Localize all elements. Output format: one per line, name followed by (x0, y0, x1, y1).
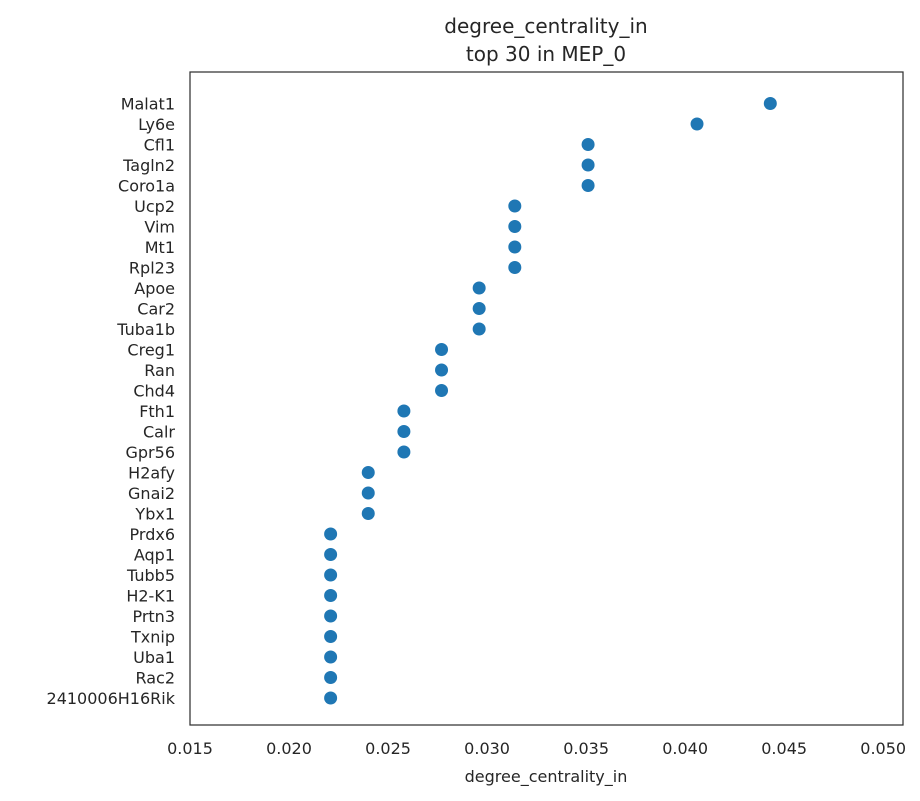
data-point (324, 609, 338, 623)
plot-frame (189, 71, 904, 726)
y-tick-label: Ybx1 (134, 505, 175, 524)
y-tick-label: Uba1 (133, 648, 175, 667)
y-tick-label: Ly6e (138, 115, 175, 134)
y-tick-label: Calr (143, 423, 175, 442)
y-tick-label: Chd4 (133, 382, 175, 401)
data-point (361, 507, 375, 520)
data-point (397, 404, 411, 418)
data-point (472, 281, 486, 295)
data-point (397, 445, 411, 459)
x-tick-label: 0.020 (266, 739, 312, 758)
y-tick-label: H2-K1 (126, 587, 175, 606)
y-tick-label: Fth1 (139, 402, 175, 421)
data-point (324, 527, 338, 541)
y-tick-label: Apoe (134, 279, 175, 298)
y-tick-label: Rpl23 (129, 259, 175, 278)
data-point (763, 97, 777, 110)
y-tick-label: Car2 (137, 300, 175, 319)
data-point (472, 302, 486, 315)
data-point (581, 138, 595, 151)
x-axis-label: degree_centrality_in (465, 767, 628, 787)
chart-title-line1: degree_centrality_in (444, 14, 647, 38)
y-tick-label: Tagln2 (122, 156, 175, 175)
y-tick-label: Ran (144, 361, 175, 380)
data-point (508, 199, 522, 213)
data-point (508, 220, 522, 233)
y-tick-label: Creg1 (127, 341, 175, 360)
data-point (324, 691, 338, 705)
x-tick-label: 0.045 (761, 739, 807, 758)
y-tick-label: Coro1a (118, 177, 175, 196)
data-point (397, 425, 411, 438)
y-tick-label: Rac2 (135, 669, 175, 688)
data-point (581, 158, 595, 172)
data-point (324, 548, 338, 561)
data-point (324, 671, 338, 684)
x-tick-label: 0.050 (860, 739, 906, 758)
y-tick-label: Cfl1 (144, 136, 175, 155)
y-tick-label: H2afy (128, 464, 175, 483)
y-tick-label: Mt1 (145, 238, 175, 257)
x-tick-label: 0.035 (563, 739, 609, 758)
data-point (472, 322, 486, 336)
y-tick-label: Malat1 (121, 95, 175, 114)
y-tick-label: Ucp2 (134, 197, 175, 216)
data-point (435, 343, 449, 356)
data-point (324, 650, 338, 664)
y-tick-label: Gnai2 (128, 484, 175, 503)
x-tick-label: 0.040 (662, 739, 708, 758)
data-point (581, 179, 595, 192)
data-point (508, 240, 522, 254)
y-tick-label: Prtn3 (132, 607, 175, 626)
data-point (508, 261, 522, 274)
x-tick-label: 0.015 (167, 739, 213, 758)
y-tick-label: 2410006H16Rik (47, 689, 176, 708)
y-tick-label: Tubb5 (126, 566, 175, 585)
data-point (324, 568, 338, 582)
y-tick-label: Prdx6 (130, 525, 175, 544)
data-point (690, 117, 704, 131)
data-point (361, 466, 375, 479)
y-tick-label: Vim (144, 218, 175, 237)
data-point (324, 589, 338, 602)
data-points (324, 97, 777, 705)
chart-title-line2: top 30 in MEP_0 (466, 42, 626, 66)
y-tick-label: Txnip (130, 628, 175, 647)
x-tick-label: 0.025 (365, 739, 411, 758)
data-point (361, 486, 375, 500)
y-tick-label: Tuba1b (116, 320, 175, 339)
x-tick-label: 0.030 (464, 739, 510, 758)
data-point (435, 384, 449, 397)
x-tick-labels: 0.015 0.020 0.025 0.030 0.035 0.040 0.045 0.050 (167, 739, 906, 758)
y-tick-label: Aqp1 (134, 546, 175, 565)
data-point (435, 363, 449, 377)
y-tick-label: Gpr56 (126, 443, 176, 462)
data-point (324, 630, 338, 643)
